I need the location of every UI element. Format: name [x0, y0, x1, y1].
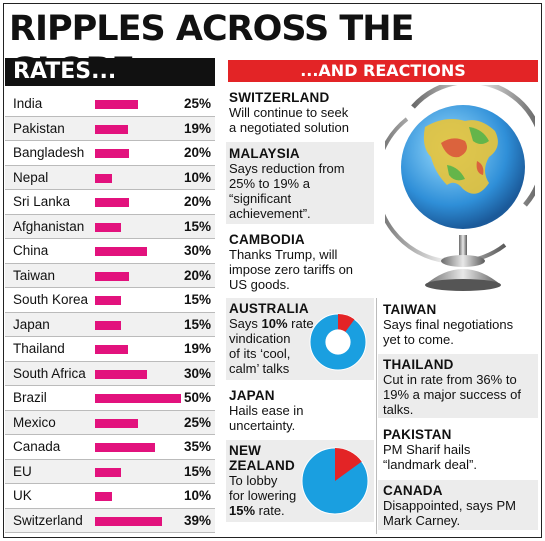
- rate-row: India 25%: [5, 92, 215, 117]
- rate-row: UK 10%: [5, 484, 215, 509]
- rate-country-label: Taiwan: [13, 267, 56, 283]
- reactions-header: ...AND REACTIONS: [228, 60, 538, 82]
- rate-row: Japan 15%: [5, 312, 215, 337]
- column-divider: [376, 298, 377, 534]
- rate-row: Canada 35%: [5, 435, 215, 460]
- rate-value-label: 35%: [183, 439, 211, 454]
- reaction-thailand: THAILAND Cut in rate from 36% to 19% a m…: [378, 354, 538, 418]
- rate-country-label: Thailand: [13, 341, 65, 356]
- reaction-taiwan: TAIWAN Says final negotiations yet to co…: [383, 302, 514, 347]
- rate-bar: [95, 345, 128, 354]
- rate-value-label: 10%: [183, 488, 211, 503]
- rate-value-label: 25%: [183, 96, 211, 111]
- rate-bar: [95, 222, 121, 232]
- rate-country-label: Bangladesh: [13, 145, 85, 160]
- reaction-switzerland: SWITZERLAND Will continue to seek a nego…: [229, 90, 349, 135]
- rate-country-label: UK: [13, 488, 32, 503]
- reaction-cambodia: CAMBODIA Thanks Trump, will impose zero …: [229, 232, 354, 292]
- rate-value-label: 39%: [183, 512, 211, 528]
- rate-row: Thailand 19%: [5, 337, 215, 362]
- frame: [3, 3, 542, 538]
- rate-row: China 30%: [5, 239, 215, 264]
- pie-hole: [325, 329, 351, 355]
- rate-country-label: Japan: [13, 316, 50, 332]
- rate-country-label: South Africa: [13, 365, 86, 381]
- rate-bar: [95, 467, 121, 477]
- rate-country-label: China: [13, 243, 49, 258]
- pie-slice-rate: [335, 448, 362, 481]
- rate-value-label: 20%: [183, 194, 211, 209]
- rates-chart: India 25% Pakistan 19% Bangladesh 20% Nepal 10%…: [5, 92, 215, 533]
- rate-country-label: Pakistan: [13, 120, 65, 136]
- rate-country-label: India: [13, 96, 43, 111]
- rate-row: Mexico 25%: [5, 410, 215, 435]
- rate-bar: [95, 418, 138, 428]
- reaction-pakistan: PAKISTAN PM Sharif hails “landmark deal”…: [383, 427, 477, 472]
- rate-row: Afghanistan 15%: [5, 214, 215, 239]
- rates-header: RATES...: [5, 58, 215, 86]
- rate-value-label: 15%: [183, 292, 211, 307]
- rate-bar: [95, 149, 130, 158]
- rate-country-label: Switzerland: [13, 512, 83, 528]
- reaction-japan: JAPAN Hails ease in uncertainty.: [229, 388, 304, 433]
- rate-row: Pakistan 19%: [5, 116, 215, 141]
- rate-country-label: Nepal: [13, 169, 49, 185]
- rate-value-label: 30%: [183, 365, 211, 381]
- rate-row: Sri Lanka 20%: [5, 190, 215, 215]
- australia-pie: [309, 313, 367, 371]
- rate-bar: [95, 296, 121, 305]
- rate-row: South Africa 30%: [5, 361, 215, 386]
- new-zealand-pie: [301, 447, 369, 515]
- rate-bar: [95, 271, 130, 281]
- rate-country-label: Mexico: [13, 414, 56, 430]
- reaction-malaysia: MALAYSIA Says reduction from 25% to 19% …: [226, 142, 374, 224]
- rate-value-label: 19%: [183, 341, 211, 356]
- rate-country-label: Canada: [13, 439, 61, 454]
- rate-value-label: 10%: [183, 169, 211, 185]
- rate-country-label: South Korea: [13, 292, 89, 307]
- rate-bar: [95, 124, 128, 134]
- reaction-canada: CANADA Disappointed, says PM Mark Carney…: [378, 480, 538, 530]
- rate-value-label: 15%: [183, 218, 211, 234]
- rate-bar: [95, 173, 113, 183]
- globe-icon: [385, 85, 535, 291]
- rate-value-label: 15%: [183, 463, 211, 479]
- rate-row: Bangladesh 20%: [5, 141, 215, 166]
- rate-country-label: Afghanistan: [13, 218, 85, 234]
- rate-bar: [95, 492, 113, 501]
- rate-value-label: 15%: [183, 316, 211, 332]
- rate-row: Taiwan 20%: [5, 263, 215, 288]
- rate-bar: [95, 516, 163, 526]
- rate-country-label: Sri Lanka: [13, 194, 71, 209]
- rate-bar: [95, 320, 121, 330]
- rate-bar: [95, 369, 147, 379]
- rate-row: EU 15%: [5, 459, 215, 484]
- rate-row: Switzerland 39%: [5, 508, 215, 533]
- rate-row: Brazil 50%: [5, 386, 215, 411]
- rate-bar: [95, 247, 147, 256]
- rate-row: South Korea 15%: [5, 288, 215, 313]
- rate-value-label: 19%: [183, 120, 211, 136]
- rate-country-label: EU: [13, 463, 32, 479]
- rate-bar: [95, 100, 138, 109]
- rate-value-label: 50%: [183, 390, 211, 405]
- rate-value-label: 20%: [183, 145, 211, 160]
- rate-value-label: 30%: [183, 243, 211, 258]
- rate-value-label: 20%: [183, 267, 211, 283]
- rate-bar: [95, 394, 181, 403]
- rate-value-label: 25%: [183, 414, 211, 430]
- rate-row: Nepal 10%: [5, 165, 215, 190]
- rate-country-label: Brazil: [13, 390, 47, 405]
- rate-bar: [95, 443, 156, 452]
- rate-bar: [95, 198, 130, 207]
